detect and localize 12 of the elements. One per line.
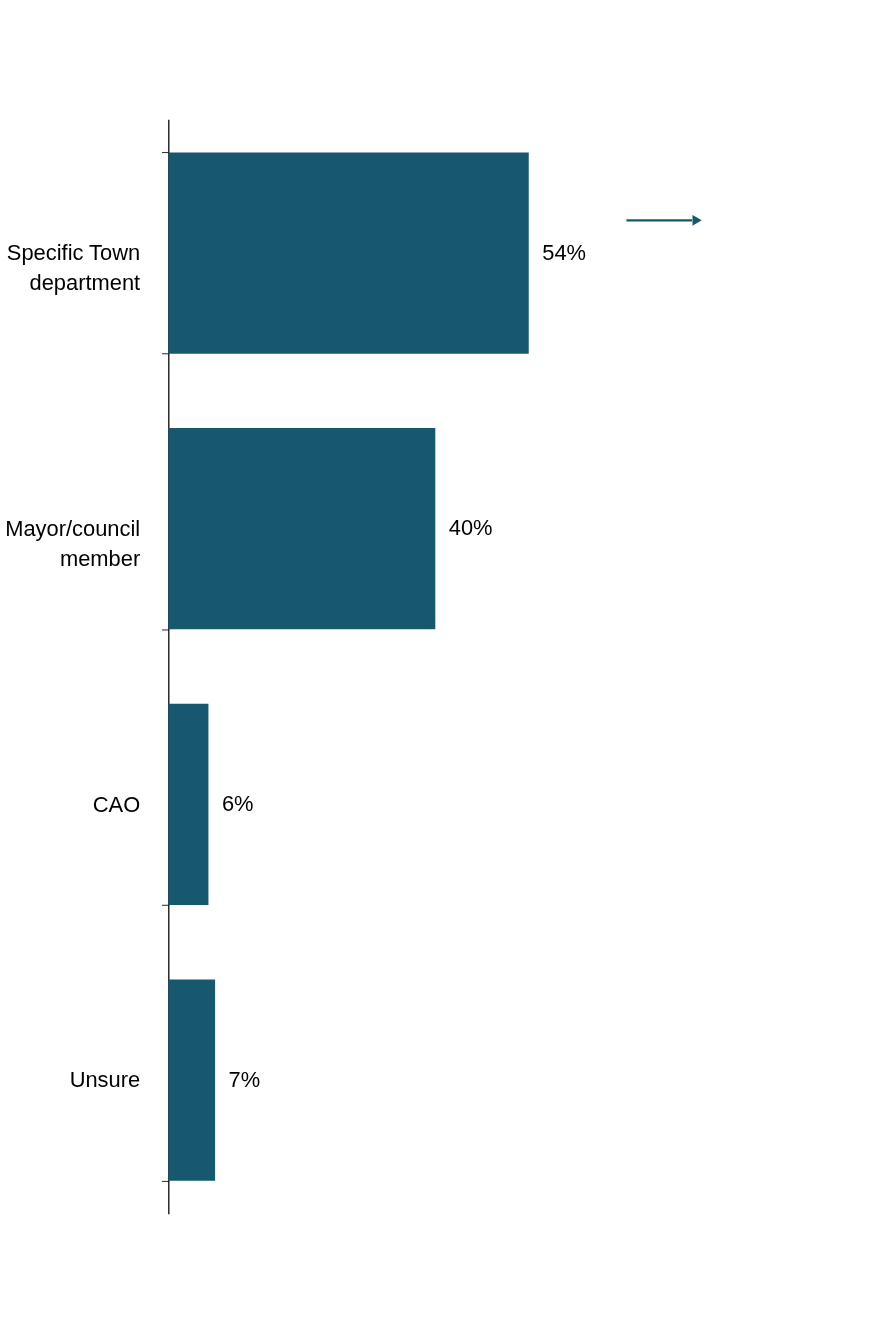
y-tick-label: CAO: [92, 791, 141, 817]
bar: [168, 428, 436, 630]
data-label: 7%: [228, 1066, 261, 1092]
y-tick-label: Mayor/council member: [5, 515, 141, 572]
data-label: 40%: [448, 515, 493, 541]
data-label: 54%: [542, 239, 587, 265]
y-tick-label: Unsure: [69, 1067, 141, 1093]
data-label: 6%: [221, 791, 254, 817]
bar: [168, 703, 209, 906]
bar: [168, 152, 529, 354]
bar: [168, 979, 216, 1181]
y-tick-label: Specific Town department: [6, 240, 141, 296]
